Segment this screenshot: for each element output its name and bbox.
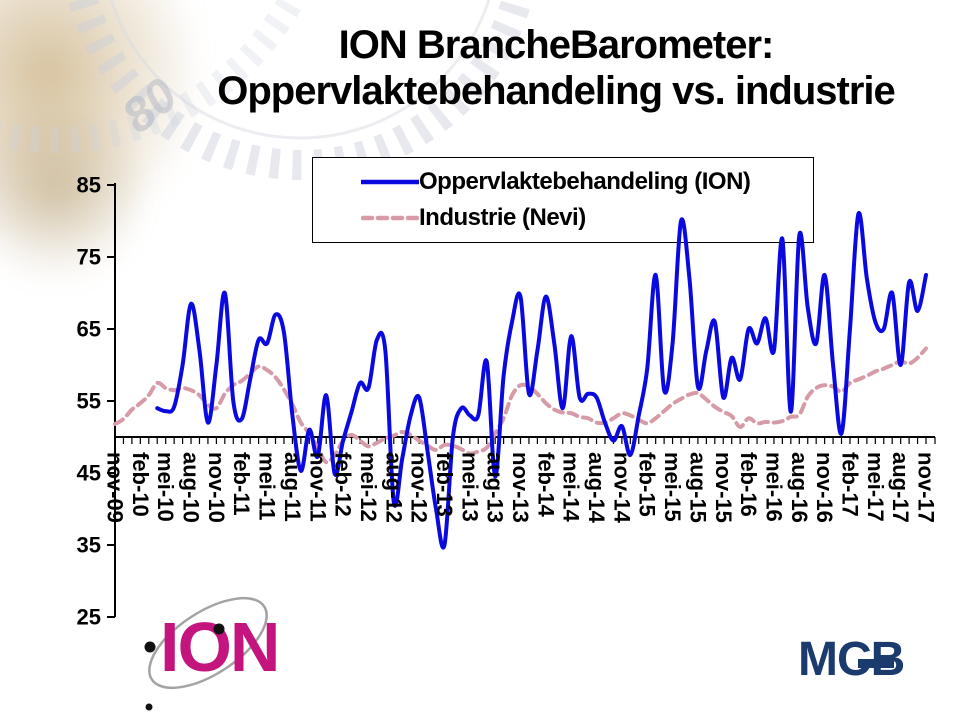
x-axis-label: feb-11: [229, 452, 254, 516]
legend-line-dashed-icon: [361, 215, 419, 221]
x-axis-label: nov-11: [305, 452, 330, 522]
legend-label-ion: Oppervlaktebehandeling (ION): [419, 168, 751, 195]
x-axis-label: nov-15: [711, 452, 736, 523]
x-axis-label: feb-13: [432, 452, 457, 517]
watermark-arc-line: [109, 0, 491, 140]
x-axis-label: aug-11: [280, 452, 305, 522]
x-axis-label: aug-13: [483, 452, 508, 523]
x-axis-label: aug-14: [584, 452, 609, 524]
watermark-arc-band-2: [0, 0, 307, 153]
x-axis-label: nov-17: [914, 452, 939, 523]
legend-label-nevi: Industrie (Nevi): [419, 204, 586, 231]
series-nevi: [113, 346, 928, 465]
x-axis-label: aug-12: [381, 452, 406, 523]
slide-title-line1: ION BrancheBarometer:: [338, 23, 775, 67]
x-axis-label: nov-10: [204, 452, 229, 523]
x-axis-label: mei-13: [457, 452, 482, 522]
x-axis-label: mei-12: [356, 452, 381, 522]
x-axis-label: aug-17: [888, 452, 913, 523]
x-axis-label: feb-17: [837, 452, 862, 517]
x-axis-label: nov-09: [103, 452, 128, 523]
x-axis-label: feb-10: [128, 452, 153, 517]
legend-item-nevi: Industrie (Nevi): [361, 204, 813, 232]
ion-logo-dot-left: [144, 641, 156, 653]
x-axis-label: aug-10: [179, 452, 204, 523]
x-axis-label: mei-15: [660, 452, 685, 522]
x-axis-label: feb-12: [331, 452, 356, 517]
x-axis-label: mei-17: [863, 452, 888, 522]
x-axis-label: aug-15: [685, 452, 710, 523]
ion-logo: ION: [144, 596, 280, 711]
ion-logo-dot-top: [213, 623, 225, 635]
legend-line-solid-icon: [361, 179, 419, 185]
y-axis-label: 45: [77, 461, 101, 486]
x-axis-label: mei-11: [255, 452, 280, 521]
background-watermark-blob-2: [0, 110, 155, 290]
y-axis-label: 55: [77, 389, 101, 414]
x-axis-label: nov-14: [609, 452, 634, 524]
x-axis-label: feb-16: [736, 452, 761, 517]
mcb-logo-ligature-bar: [858, 659, 894, 668]
x-axis-label: mei-16: [761, 452, 786, 522]
ion-logo-dot-small: [145, 703, 153, 711]
x-axis-label: feb-15: [635, 452, 660, 517]
y-axis-label: 25: [77, 605, 101, 630]
x-axis-label: aug-16: [787, 452, 812, 523]
x-axis-label: nov-13: [508, 452, 533, 523]
ion-logo-text: ION: [160, 608, 278, 686]
x-axis-label: feb-14: [533, 452, 558, 518]
y-axis-label: 65: [77, 317, 101, 342]
x-axis-label: mei-10: [153, 452, 178, 522]
x-axis-label: nov-16: [812, 452, 837, 523]
x-axis-label: mei-14: [559, 452, 584, 522]
y-axis-label: 35: [77, 533, 101, 558]
slide-title-line2: Oppervlaktebehandeling vs. industrie: [217, 69, 896, 113]
legend-item-ion: Oppervlaktebehandeling (ION): [361, 168, 813, 196]
x-axis-label: nov-12: [407, 452, 432, 523]
chart-legend: Oppervlaktebehandeling (ION) Industrie (…: [312, 157, 814, 243]
background-watermark: 80: [0, 0, 533, 180]
watermark-arc-band: [67, 0, 533, 180]
mcb-logo: MCB: [798, 636, 948, 696]
slide-title: ION BrancheBarometer: Oppervlaktebehande…: [156, 22, 956, 114]
ion-logo-orbit: [148, 596, 268, 690]
